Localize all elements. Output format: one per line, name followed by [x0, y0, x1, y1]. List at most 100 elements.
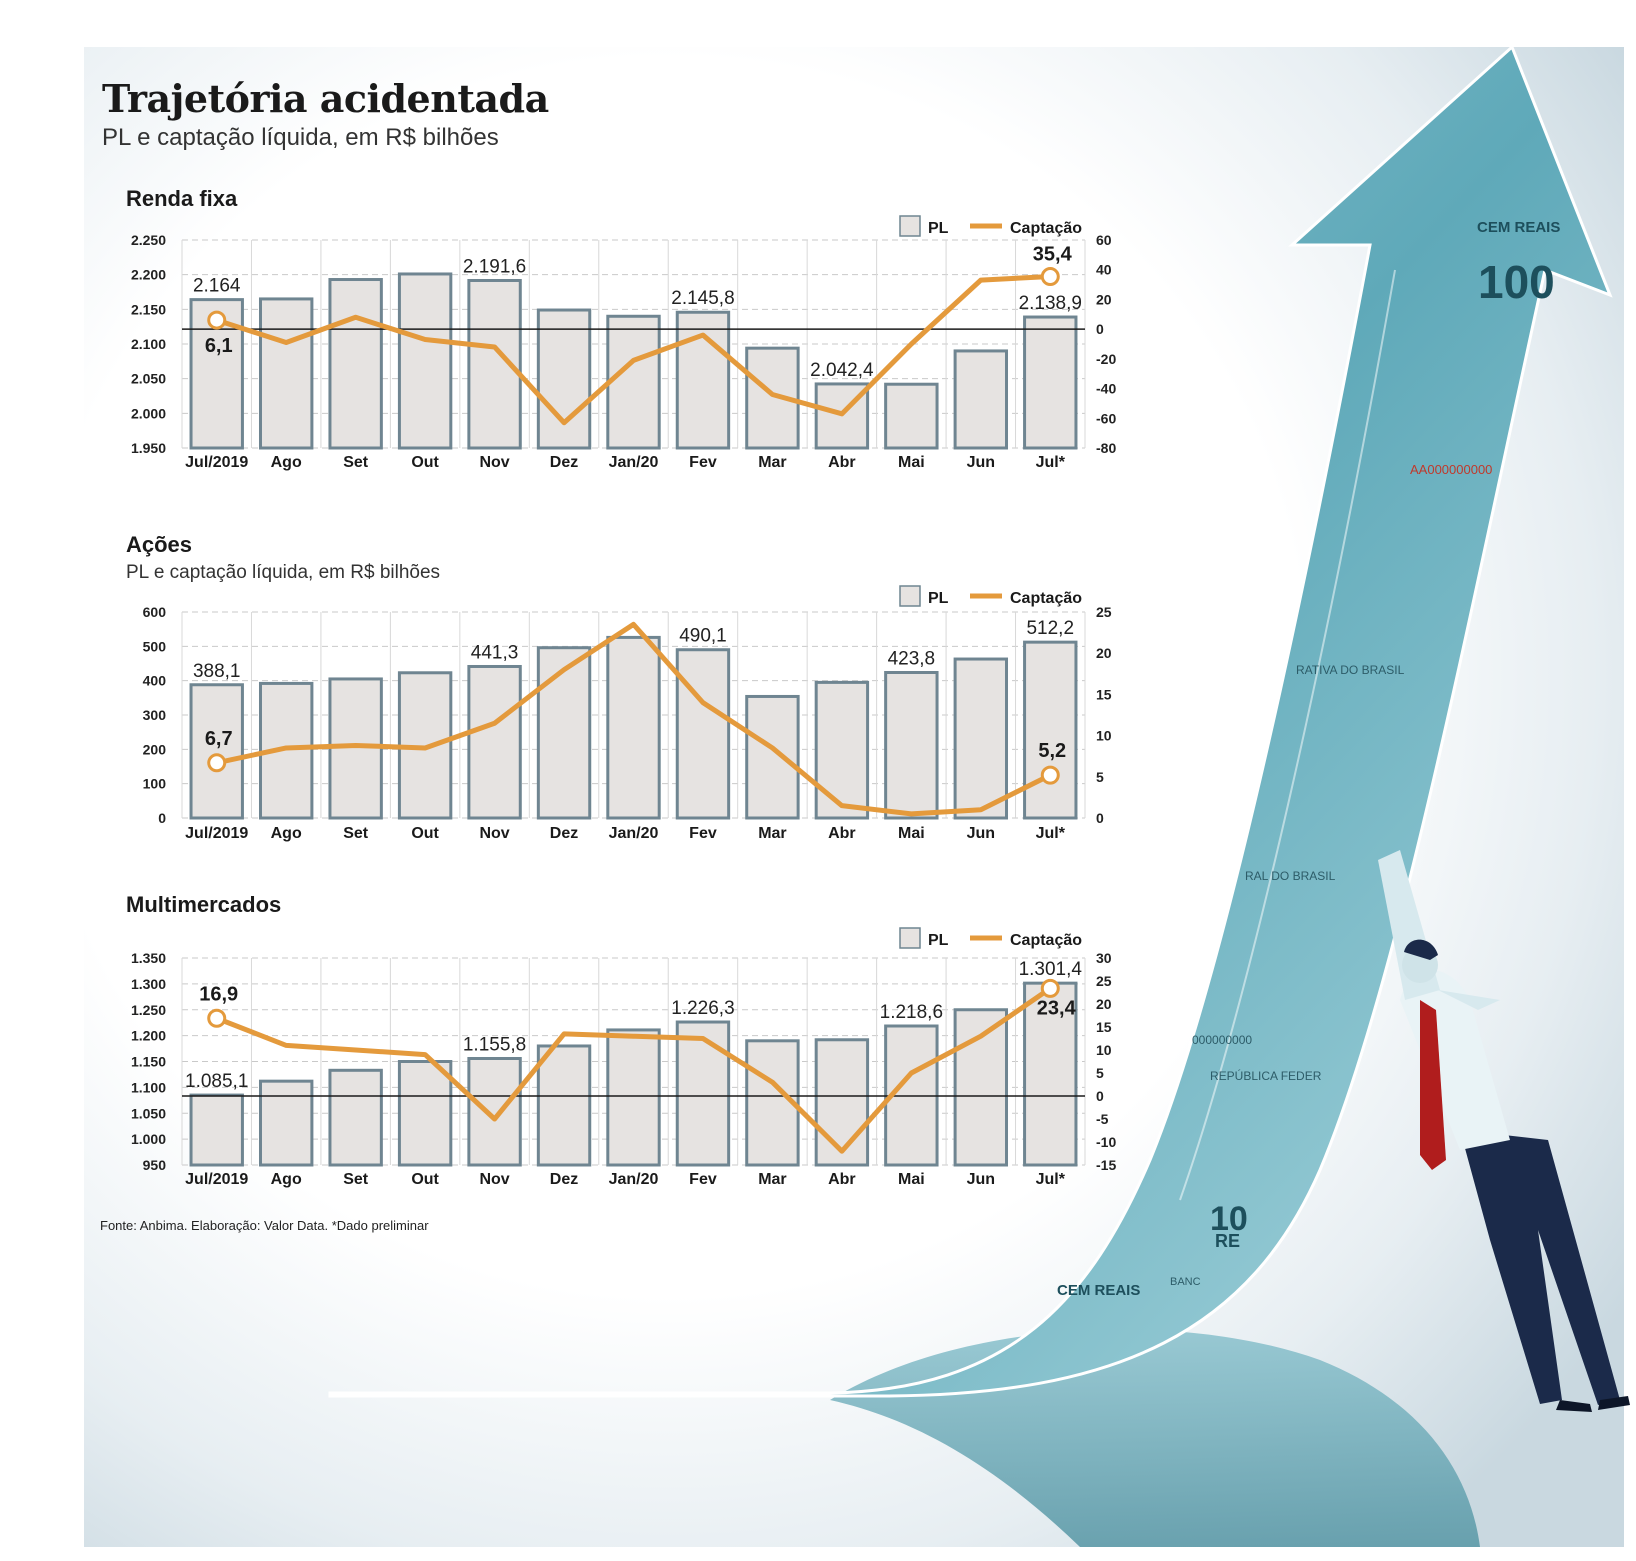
left-tick-label: 1.200 — [131, 1028, 166, 1044]
bar-value-label: 441,3 — [471, 642, 519, 663]
left-tick-label: 2.000 — [131, 405, 166, 421]
line-point-marker — [207, 310, 227, 330]
bar-value-label: 1.226,3 — [671, 998, 734, 1019]
legend-label-captacao: Captação — [1010, 220, 1082, 237]
bar-pl — [1023, 315, 1078, 450]
line-value-label: 23,4 — [1037, 997, 1077, 1019]
right-tick-label: 5 — [1096, 769, 1104, 785]
category-label: Dez — [550, 454, 578, 471]
source-note: Fonte: Anbima. Elaboração: Valor Data. *… — [100, 1218, 429, 1233]
category-label: Jul* — [1036, 825, 1066, 842]
bar-pl — [884, 382, 939, 450]
right-tick-label: 0 — [1096, 1088, 1104, 1104]
left-tick-label: 400 — [143, 673, 167, 689]
category-label: Set — [343, 454, 369, 471]
left-tick-label: 1.350 — [131, 950, 166, 966]
bar-pl — [328, 278, 383, 450]
left-tick-label: 1.050 — [131, 1105, 166, 1121]
legend-swatch-pl — [899, 927, 921, 949]
chart-title: Multimercados — [126, 892, 281, 917]
left-tick-label: 500 — [143, 638, 167, 654]
legend-label-pl: PL — [928, 590, 949, 607]
bar-pl — [397, 1060, 453, 1167]
bar-pl — [189, 1093, 244, 1167]
bar-value-label: 512,2 — [1026, 618, 1074, 639]
right-tick-label: -40 — [1096, 381, 1116, 397]
right-tick-label: -10 — [1096, 1134, 1116, 1150]
bar-value-label: 1.155,8 — [463, 1034, 526, 1055]
category-label: Jul/2019 — [185, 1171, 248, 1188]
category-label: Jan/20 — [609, 1171, 659, 1188]
bar-pl — [814, 1038, 870, 1167]
left-tick-label: 100 — [143, 776, 167, 792]
chart-title: Ações — [126, 532, 192, 557]
bar-pl — [1023, 640, 1078, 820]
left-tick-label: 2.050 — [131, 371, 166, 387]
bar-value-label: 2.145,8 — [671, 288, 734, 309]
banknote-text: RAL DO BRASIL — [1245, 869, 1336, 883]
bar-value-label: 1.218,6 — [880, 1002, 943, 1023]
left-tick-label: 2.200 — [131, 267, 166, 283]
left-tick-label: 2.150 — [131, 301, 166, 317]
bar-value-label: 388,1 — [193, 661, 241, 682]
left-tick-label: 600 — [143, 604, 167, 620]
line-value-label: 6,7 — [205, 728, 233, 750]
banknote-text: REPÚBLICA FEDER — [1210, 1068, 1322, 1083]
left-tick-label: 300 — [143, 707, 167, 723]
banknote-text: RATIVA DO BRASIL — [1296, 663, 1405, 677]
category-label: Jun — [967, 825, 995, 842]
chart-title: Renda fixa — [126, 186, 238, 211]
line-captacao — [215, 986, 1052, 1154]
right-tick-label: 20 — [1096, 291, 1112, 307]
right-tick-label: 20 — [1096, 996, 1112, 1012]
line-value-label: 6,1 — [205, 335, 233, 357]
right-tick-label: -20 — [1096, 351, 1116, 367]
category-label: Dez — [550, 1171, 578, 1188]
bar-pl — [467, 664, 522, 820]
line-point-marker — [1040, 267, 1060, 287]
bar-pl — [745, 694, 800, 820]
bar-value-label: 2.042,4 — [810, 360, 874, 381]
banknote-text: CEM REAIS — [1477, 219, 1560, 236]
right-tick-label: 0 — [1096, 321, 1104, 337]
right-tick-label: 15 — [1096, 1019, 1112, 1035]
legend-label-pl: PL — [928, 932, 949, 949]
banknote-text: CEM REAIS — [1057, 1282, 1140, 1299]
left-tick-label: 1.950 — [131, 440, 166, 456]
line-point-marker — [1040, 978, 1060, 998]
page-subtitle: PL e captação líquida, em R$ bilhões — [102, 124, 499, 151]
money-arrow-icon — [328, 44, 1613, 1398]
bar-pl — [467, 1056, 522, 1167]
category-label: Fev — [689, 1171, 717, 1188]
right-tick-label: 0 — [1096, 810, 1104, 826]
banknote-text: BANC — [1170, 1276, 1201, 1288]
right-tick-label: 5 — [1096, 1065, 1104, 1081]
line-value-label: 5,2 — [1038, 740, 1066, 762]
line-point-marker — [207, 753, 227, 773]
category-label: Mar — [758, 1171, 786, 1188]
bar-pl — [606, 314, 661, 450]
right-tick-label: 10 — [1096, 728, 1112, 744]
category-label: Mai — [898, 1171, 925, 1188]
bar-pl — [258, 1079, 314, 1167]
category-label: Ago — [271, 825, 302, 842]
legend-label-captacao: Captação — [1010, 932, 1082, 949]
category-label: Jan/20 — [609, 825, 659, 842]
bar-pl — [953, 657, 1009, 820]
bar-pl — [258, 297, 314, 450]
category-label: Fev — [689, 454, 717, 471]
line-value-label: 35,4 — [1033, 244, 1073, 266]
bar-value-label: 2.138,9 — [1019, 293, 1082, 314]
banknote-text: 100 — [1478, 256, 1555, 308]
category-label: Nov — [479, 825, 509, 842]
left-tick-label: 1.250 — [131, 1002, 166, 1018]
legend-swatch-pl — [899, 215, 921, 237]
category-label: Mai — [898, 454, 925, 471]
category-label: Abr — [828, 825, 856, 842]
category-label: Abr — [828, 454, 856, 471]
category-label: Ago — [271, 1171, 302, 1188]
category-label: Dez — [550, 825, 578, 842]
